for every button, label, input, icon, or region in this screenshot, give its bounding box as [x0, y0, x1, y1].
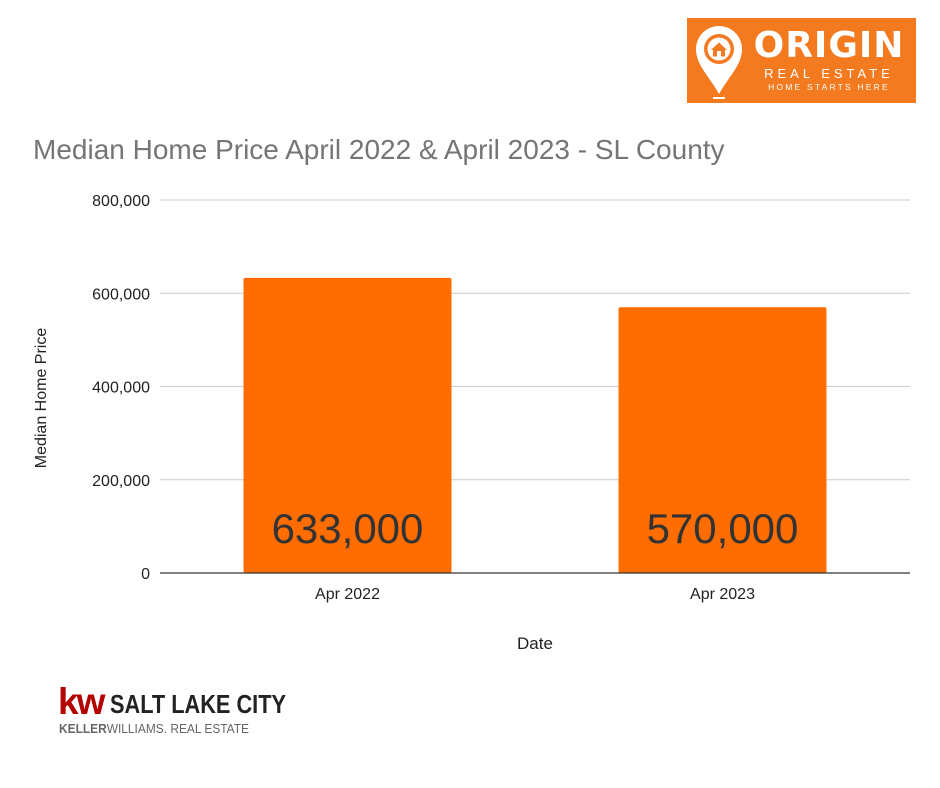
origin-name: ORIGIN: [753, 25, 905, 66]
bar-chart: 0 200,000 400,000 600,000 800,000 633,000 Apr …: [33, 193, 910, 653]
location-pin-house-icon: [696, 26, 742, 99]
data-label: 633,000: [272, 505, 424, 552]
origin-tagline: HOME STARTS HERE: [768, 82, 890, 92]
bar: [618, 307, 827, 573]
y-tick-label: 400,000: [92, 380, 150, 397]
y-tick-label: 600,000: [92, 286, 150, 303]
origin-subtitle: REAL ESTATE: [764, 66, 894, 81]
chart-title: Median Home Price April 2022 & April 202…: [33, 134, 725, 165]
kw-city: SALT LAKE CITY: [110, 689, 286, 719]
x-axis-title: Date: [517, 634, 553, 653]
y-tick-label: 200,000: [92, 473, 150, 490]
kw-tagline: KELLERWILLIAMS. REAL ESTATE: [59, 721, 249, 736]
y-tick-label: 0: [141, 566, 150, 583]
y-tick-label: 800,000: [92, 193, 150, 210]
kw-tagline-bold: KELLER: [59, 721, 107, 736]
y-axis-title: Median Home Price: [33, 328, 50, 469]
data-label: 570,000: [647, 505, 799, 552]
kw-mark: kw: [58, 684, 106, 722]
bar: [243, 277, 452, 573]
origin-wordmark: ORIGIN REAL ESTATE HOME STARTS HERE: [749, 26, 909, 93]
origin-real-estate-logo: ORIGIN REAL ESTATE HOME STARTS HERE: [687, 18, 916, 103]
x-tick-label: Apr 2023: [690, 586, 755, 603]
x-tick-label: Apr 2022: [315, 586, 380, 603]
keller-williams-logo: kw SALT LAKE CITY KELLERWILLIAMS. REAL E…: [58, 684, 286, 736]
kw-tagline-rest: WILLIAMS. REAL ESTATE: [107, 721, 250, 736]
